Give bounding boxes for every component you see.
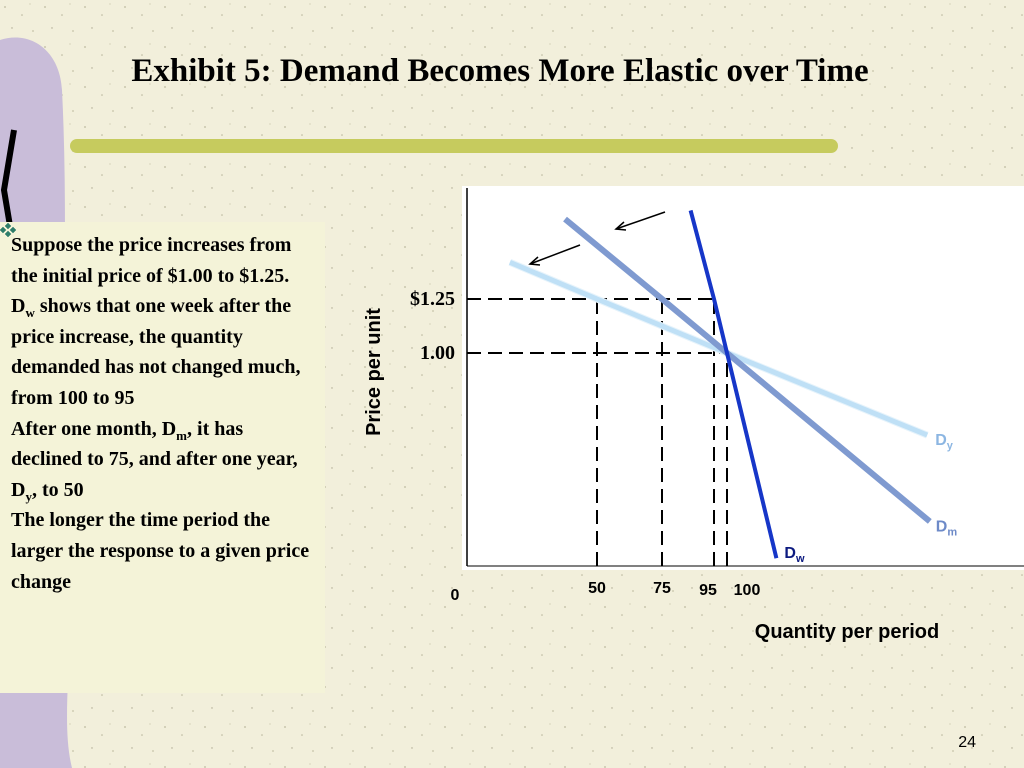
subscript: w [25, 305, 35, 321]
title-bar [70, 139, 838, 153]
subscript: m [176, 427, 188, 443]
arrow [615, 211, 666, 230]
bullet-text: shows that one week after the price incr… [11, 295, 301, 409]
y-axis-label: Price per unit [363, 308, 385, 436]
slide-title: Exhibit 5: Demand Becomes More Elastic o… [131, 53, 868, 89]
demand-line [508, 259, 929, 438]
label-sub: m [947, 526, 957, 538]
bullet-text: , it has declined to 75, and after one y… [11, 417, 298, 501]
bullet-text: D [11, 295, 26, 318]
line-label: Dy [935, 432, 954, 452]
label-sub: y [947, 440, 954, 452]
arrow-head [614, 221, 627, 231]
bullet: The longer the time period the larger th… [0, 223, 315, 597]
subscript: y [25, 488, 32, 504]
bullet-text: , to 50 [31, 478, 84, 501]
chart-area [462, 186, 1024, 570]
bullet: Dw shows that one week after the price i… [0, 223, 315, 413]
x-tick-label: 100 [734, 582, 761, 599]
demand-line [688, 209, 779, 559]
page-number: 24 [958, 734, 976, 751]
label-name: D [935, 432, 947, 449]
arrow-head [528, 256, 541, 266]
bullet-text: Suppose the price increases from the ini… [11, 234, 292, 287]
x-tick-label: 75 [653, 580, 671, 597]
bullet: After one month, Dm, it has declined to … [0, 223, 315, 506]
y-tick-label: 1.00 [420, 342, 455, 364]
shift-arrows [528, 211, 666, 266]
line-label: Dm [936, 518, 958, 538]
y-tick-label: $1.25 [410, 288, 455, 310]
x-tick-label: 95 [699, 582, 717, 599]
x-tick-label: 50 [588, 580, 606, 597]
bullet-text: After one month, D [11, 417, 177, 440]
label-name: D [784, 545, 796, 562]
x-tick-label: 0 [451, 587, 460, 604]
label-name: D [936, 518, 948, 535]
bullet-text: The longer the time period the larger th… [11, 509, 310, 593]
x-axis-label: Quantity per period [755, 621, 939, 643]
text-panel: Suppose the price increases from the ini… [0, 222, 325, 693]
line-label: Dw [784, 545, 805, 565]
demand-line [563, 216, 932, 524]
bullet: Suppose the price increases from the ini… [0, 223, 315, 291]
arrow [529, 244, 581, 265]
label-sub: w [795, 553, 805, 565]
bullet-icon [0, 223, 16, 237]
